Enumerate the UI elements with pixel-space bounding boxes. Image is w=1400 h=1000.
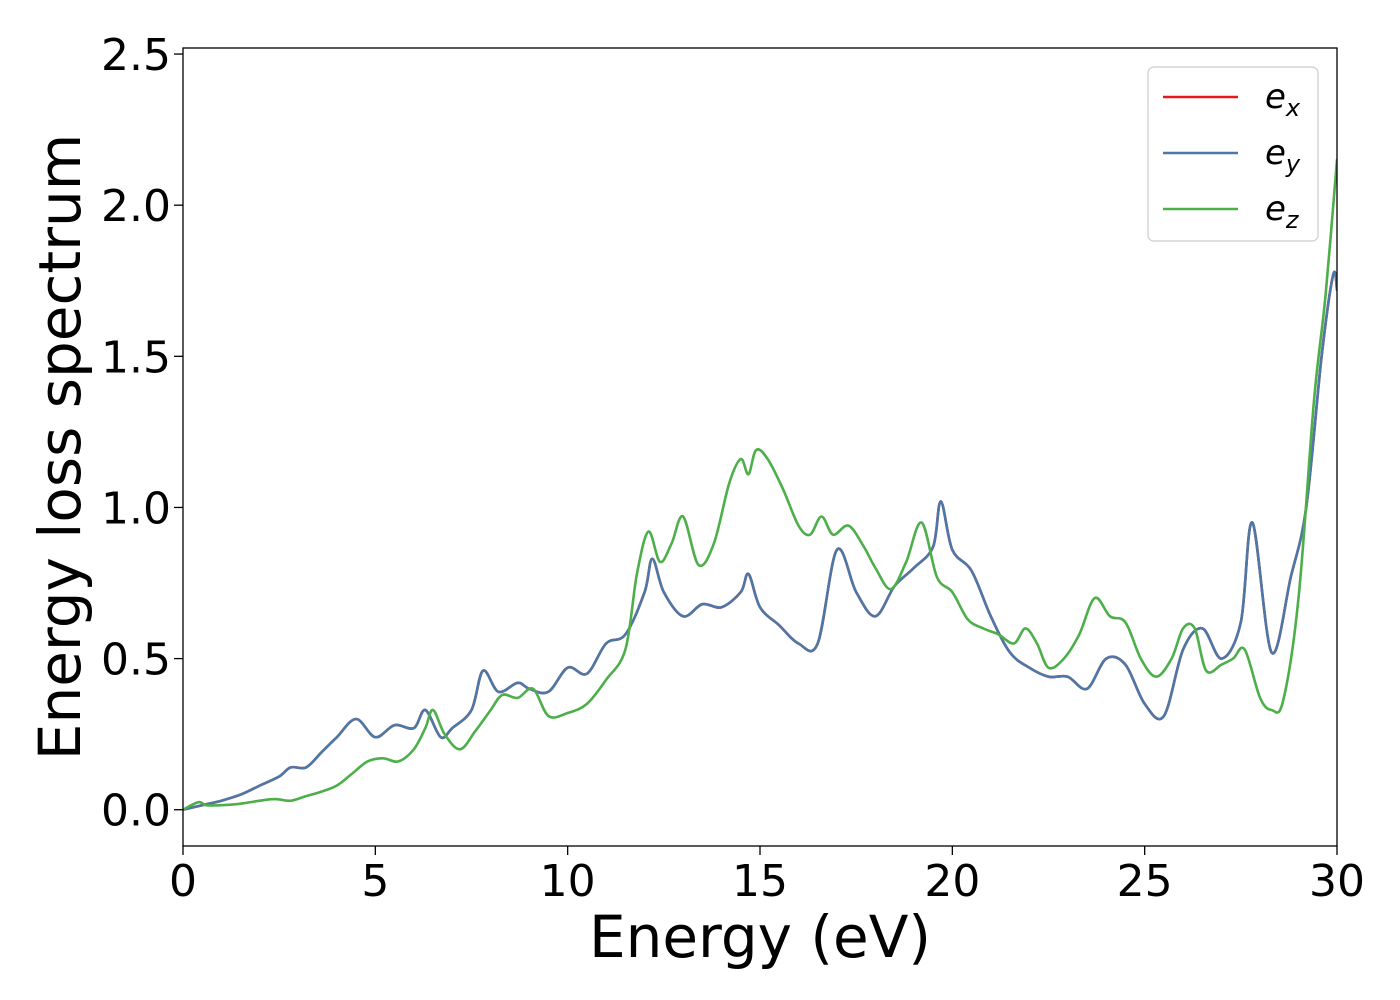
x-axis-ticks: 0 5 10 15 20 25 30 <box>169 846 1365 907</box>
x-tick-label: 25 <box>1117 856 1173 907</box>
legend-label: ez <box>1265 189 1300 234</box>
y-axis-label: Energy loss spectrum <box>26 134 94 760</box>
y-tick-label: 2.0 <box>101 181 171 232</box>
y-tick-label: 1.5 <box>101 332 171 383</box>
legend-label: ey <box>1265 133 1301 178</box>
x-tick-label: 30 <box>1309 856 1365 907</box>
plot-area <box>183 48 1337 846</box>
x-tick-label: 0 <box>169 856 197 907</box>
legend-label: ex <box>1265 77 1301 122</box>
y-tick-label: 0.0 <box>101 786 171 837</box>
x-tick-label: 10 <box>540 856 596 907</box>
series-line-ey <box>183 270 1337 811</box>
x-tick-label: 20 <box>924 856 980 907</box>
x-tick-label: 5 <box>361 856 389 907</box>
legend: ex ey ez <box>1147 66 1319 242</box>
y-tick-label: 2.5 <box>101 30 171 81</box>
x-tick-label: 15 <box>732 856 788 907</box>
series-layer <box>183 158 1337 811</box>
series-line-ez <box>183 158 1337 811</box>
y-tick-label: 1.0 <box>101 483 171 534</box>
x-axis-label: Energy (eV) <box>589 903 931 971</box>
y-tick-label: 0.5 <box>101 635 171 686</box>
y-axis-ticks: 0.0 0.5 1.0 1.5 2.0 2.5 <box>101 30 183 837</box>
